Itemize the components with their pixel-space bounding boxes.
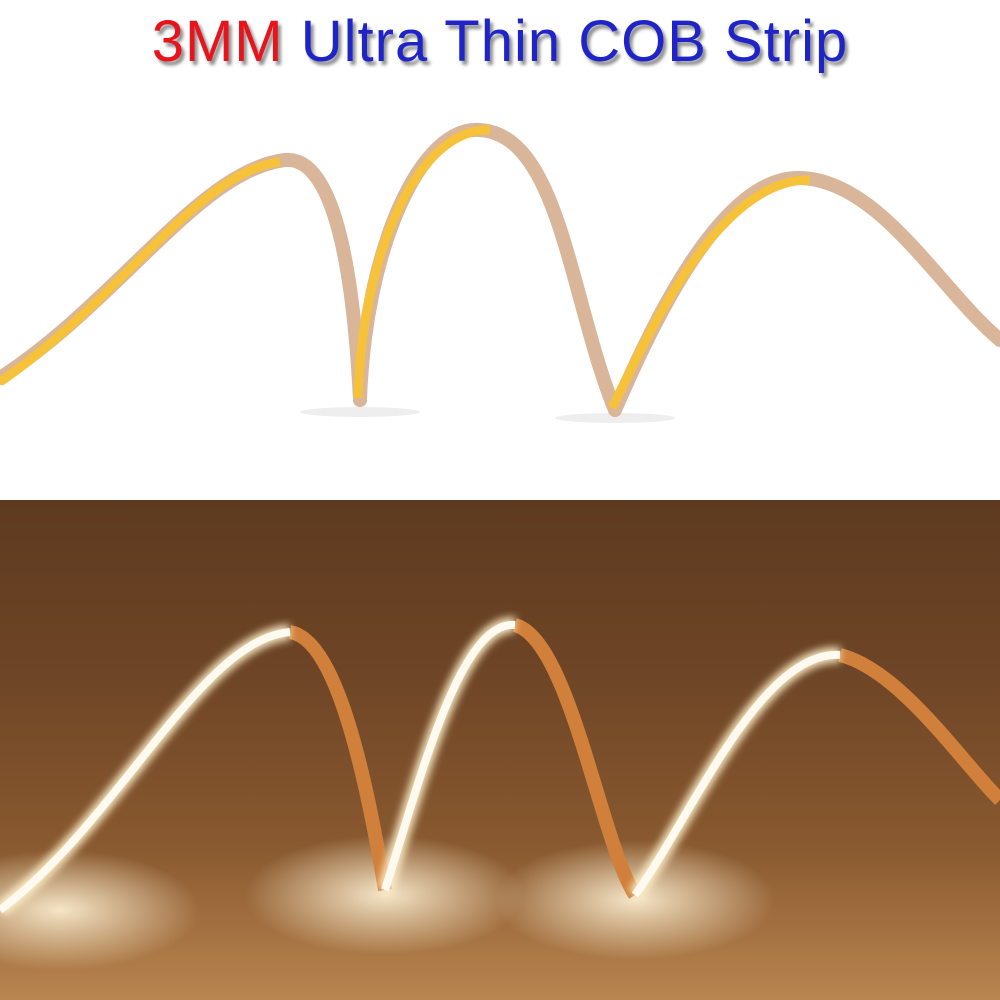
strip-unlit-photo	[0, 90, 1000, 500]
strip-unlit-illustration	[0, 122, 1000, 423]
strip-lit-illustration	[0, 617, 1000, 970]
strip-lit-photo	[0, 500, 1000, 1000]
product-title: 3MM Ultra Thin COB Strip	[0, 8, 1000, 75]
title-text: Ultra Thin COB Strip	[283, 9, 849, 74]
title-highlight: 3MM	[151, 9, 284, 74]
